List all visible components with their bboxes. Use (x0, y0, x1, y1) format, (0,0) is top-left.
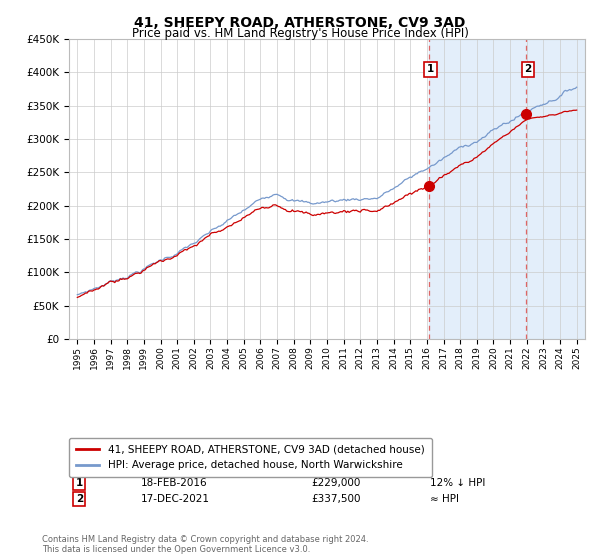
Text: 2: 2 (76, 494, 83, 504)
Text: 17-DEC-2021: 17-DEC-2021 (141, 494, 210, 504)
Legend: 41, SHEEPY ROAD, ATHERSTONE, CV9 3AD (detached house), HPI: Average price, detac: 41, SHEEPY ROAD, ATHERSTONE, CV9 3AD (de… (69, 438, 431, 478)
Text: 12% ↓ HPI: 12% ↓ HPI (430, 478, 485, 488)
Text: £229,000: £229,000 (311, 478, 361, 488)
Text: £337,500: £337,500 (311, 494, 361, 504)
Text: Price paid vs. HM Land Registry's House Price Index (HPI): Price paid vs. HM Land Registry's House … (131, 27, 469, 40)
Text: 18-FEB-2016: 18-FEB-2016 (141, 478, 208, 488)
Text: 1: 1 (427, 64, 434, 74)
Text: 2: 2 (524, 64, 532, 74)
Text: Contains HM Land Registry data © Crown copyright and database right 2024.
This d: Contains HM Land Registry data © Crown c… (42, 535, 368, 554)
Bar (429, 39, 585, 339)
Text: 41, SHEEPY ROAD, ATHERSTONE, CV9 3AD: 41, SHEEPY ROAD, ATHERSTONE, CV9 3AD (134, 16, 466, 30)
Text: 1: 1 (76, 478, 83, 488)
Text: ≈ HPI: ≈ HPI (430, 494, 459, 504)
